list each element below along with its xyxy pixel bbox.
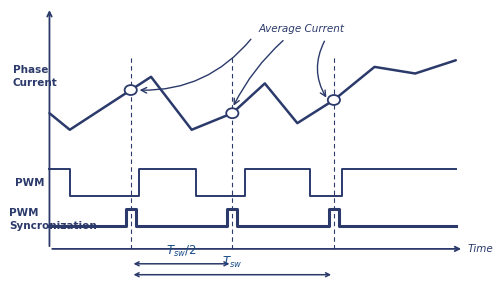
Text: Time: Time [468, 244, 494, 254]
Text: PWM
Syncronization: PWM Syncronization [9, 208, 97, 231]
Text: PWM: PWM [15, 178, 45, 188]
Text: Average Current: Average Current [258, 24, 344, 34]
Text: $T_{sw}/2$: $T_{sw}/2$ [166, 244, 197, 259]
Circle shape [124, 85, 137, 95]
Circle shape [328, 95, 340, 105]
Text: Phase
Current: Phase Current [13, 65, 58, 88]
Circle shape [226, 108, 239, 118]
Text: $T_{sw}$: $T_{sw}$ [222, 255, 243, 270]
